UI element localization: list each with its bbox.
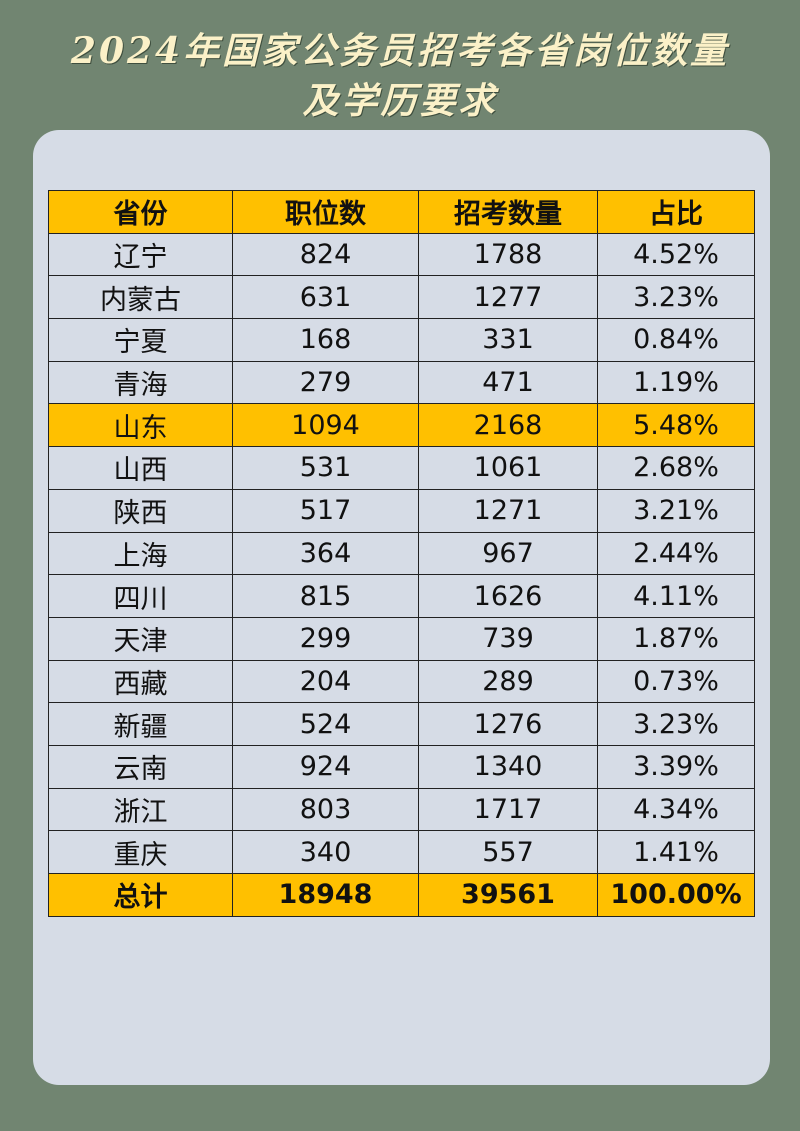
table-cell: 824 <box>232 232 419 277</box>
table-cell: 364 <box>232 531 419 576</box>
column-header: 职位数 <box>232 190 419 234</box>
table-cell: 3.23% <box>597 275 755 320</box>
table-cell: 1788 <box>418 232 598 277</box>
table-cell: 2.44% <box>597 531 755 576</box>
table-cell: 2.68% <box>597 446 755 490</box>
table-cell: 3.23% <box>597 702 755 746</box>
table-row: 重庆 340 557 1.41% <box>48 830 755 874</box>
table-cell: 815 <box>232 574 419 618</box>
table-cell: 4.11% <box>597 574 755 618</box>
table-row: 浙江 803 1717 4.34% <box>48 787 755 832</box>
table-cell: 3.21% <box>597 488 755 533</box>
total-cell: 18948 <box>232 873 419 917</box>
total-cell: 总计 <box>48 873 233 917</box>
table-cell: 1.19% <box>597 360 755 405</box>
table-cell: 1626 <box>418 574 598 618</box>
table-cell: 4.52% <box>597 232 755 277</box>
title: 及学历要求 <box>302 80 498 122</box>
table-row: 内蒙古 631 1277 3.23% <box>48 275 755 320</box>
table-cell: 331 <box>418 318 598 362</box>
table-cell: 1094 <box>232 403 419 448</box>
table-row: 山西 531 1061 2.68% <box>48 446 755 490</box>
table-cell: 517 <box>232 488 419 533</box>
table-cell: 5.48% <box>597 403 755 448</box>
column-header: 招考数量 <box>418 190 598 234</box>
table-cell: 299 <box>232 616 419 661</box>
table-cell: 四川 <box>48 574 233 618</box>
table-cell: 340 <box>232 830 419 874</box>
column-header: 占比 <box>597 190 755 234</box>
table-cell: 924 <box>232 744 419 789</box>
column-header: 省份 <box>48 190 233 234</box>
title: 2024年国家公务员招考各省岗位数量 <box>70 30 730 72</box>
table-cell: 青海 <box>48 360 233 405</box>
table-cell: 279 <box>232 360 419 405</box>
table-cell: 内蒙古 <box>48 275 233 320</box>
table-row: 陕西 517 1271 3.21% <box>48 488 755 533</box>
table-cell: 山东 <box>48 403 233 448</box>
table-row: 青海 279 471 1.19% <box>48 360 755 405</box>
table-cell: 陕西 <box>48 488 233 533</box>
table-cell: 524 <box>232 702 419 746</box>
table-cell: 浙江 <box>48 787 233 832</box>
header-row: 省份 职位数 招考数量 占比 <box>48 190 755 234</box>
table-cell: 云南 <box>48 744 233 789</box>
table-cell: 重庆 <box>48 830 233 874</box>
table-cell: 1.87% <box>597 616 755 661</box>
data-table: 省份 职位数 招考数量 占比 辽宁 824 1788 4.52% 内蒙古 631 1277 3.23… <box>48 190 755 917</box>
table-cell: 289 <box>418 659 598 704</box>
table-cell: 3.39% <box>597 744 755 789</box>
table-cell: 1.41% <box>597 830 755 874</box>
table-cell: 西藏 <box>48 659 233 704</box>
table-row: 四川 815 1626 4.11% <box>48 574 755 618</box>
table-row: 宁夏 168 331 0.84% <box>48 318 755 362</box>
table-cell: 天津 <box>48 616 233 661</box>
table-cell: 0.84% <box>597 318 755 362</box>
table-cell: 4.34% <box>597 787 755 832</box>
table-cell: 204 <box>232 659 419 704</box>
table-cell: 631 <box>232 275 419 320</box>
total-cell: 100.00% <box>597 873 755 917</box>
table-cell: 557 <box>418 830 598 874</box>
table-cell: 168 <box>232 318 419 362</box>
table-cell: 辽宁 <box>48 232 233 277</box>
table-cell: 上海 <box>48 531 233 576</box>
table-cell: 1717 <box>418 787 598 832</box>
table-cell: 宁夏 <box>48 318 233 362</box>
table-row: 上海 364 967 2.44% <box>48 531 755 576</box>
table-row: 天津 299 739 1.87% <box>48 616 755 661</box>
table-cell: 1276 <box>418 702 598 746</box>
table-cell: 739 <box>418 616 598 661</box>
table-cell: 1271 <box>418 488 598 533</box>
total-cell: 39561 <box>418 873 598 917</box>
table-cell: 新疆 <box>48 702 233 746</box>
table-cell: 471 <box>418 360 598 405</box>
table-cell: 1340 <box>418 744 598 789</box>
table-cell: 山西 <box>48 446 233 490</box>
table-row: 辽宁 824 1788 4.52% <box>48 232 755 277</box>
table-cell: 531 <box>232 446 419 490</box>
table-row: 山东 1094 2168 5.48% <box>48 403 755 448</box>
table-row: 新疆 524 1276 3.23% <box>48 702 755 746</box>
table-cell: 803 <box>232 787 419 832</box>
table-row: 西藏 204 289 0.73% <box>48 659 755 704</box>
table-cell: 2168 <box>418 403 598 448</box>
table-cell: 0.73% <box>597 659 755 704</box>
table-cell: 1277 <box>418 275 598 320</box>
table-cell: 967 <box>418 531 598 576</box>
table-cell: 1061 <box>418 446 598 490</box>
table-row: 云南 924 1340 3.39% <box>48 744 755 789</box>
total-row: 总计 18948 39561 100.00% <box>48 873 755 917</box>
